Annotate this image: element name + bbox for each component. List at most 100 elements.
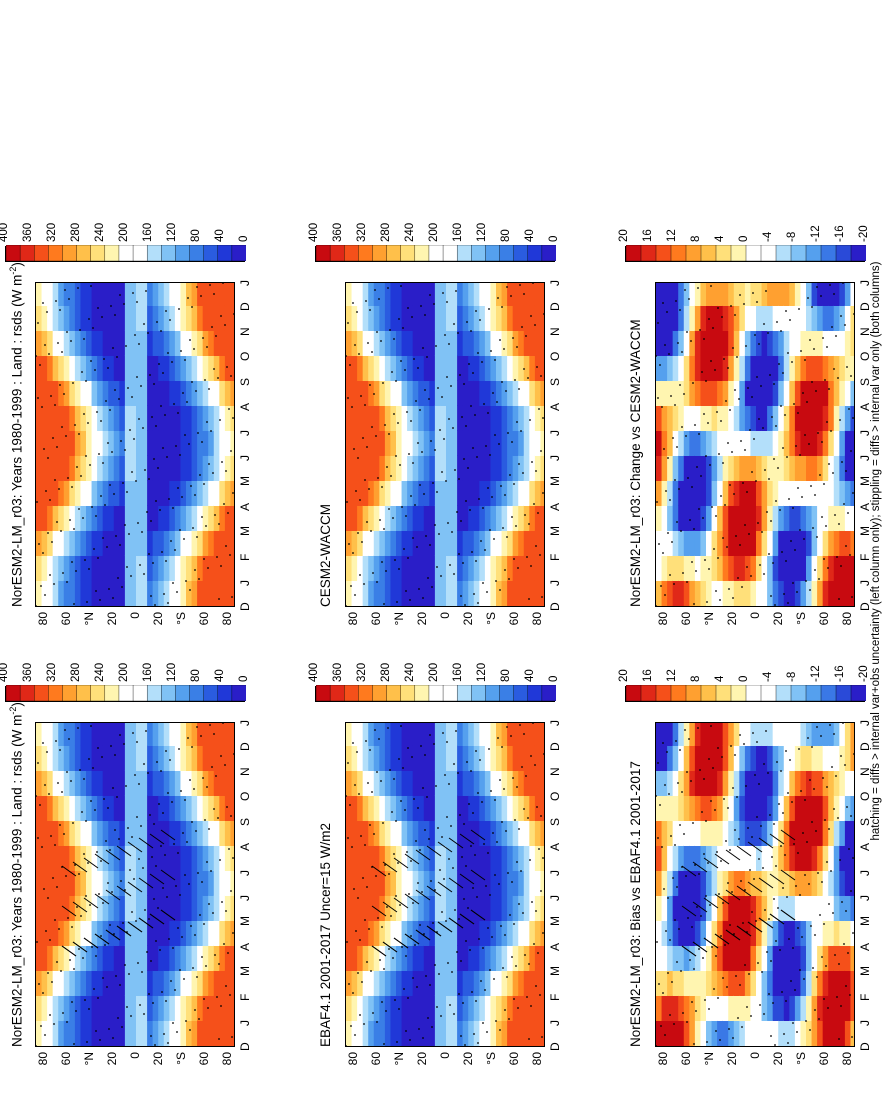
heatmap-cell [434,430,442,456]
heatmap-cell [418,380,425,406]
heatmap-cell [667,405,674,431]
heatmap-cell [728,580,735,606]
heatmap-cell [119,895,126,921]
heatmap-cell [169,430,176,456]
lat-tick-label: 60 [507,1052,521,1066]
stipple-dot [36,1045,37,1046]
heatmap-cell [351,505,358,531]
heatmap-cell [507,455,514,481]
heatmap-cell [490,1020,497,1046]
lat-tick-label: 60 [197,1052,211,1066]
heatmap-cell [219,405,226,431]
heatmap-cell [440,845,447,871]
heatmap-cell [828,405,835,431]
stipple-dot [416,986,418,988]
heatmap-cell [656,745,663,771]
heatmap-cell [501,1020,508,1046]
heatmap-cell [91,530,98,556]
heatmap-cell [772,430,779,456]
heatmap-cell [496,770,503,796]
stipple-dot [659,364,661,366]
heatmap-cell [113,380,120,406]
heatmap-cell [484,282,492,306]
stipple-dot [132,292,134,294]
stipple-dot [361,981,363,983]
stipple-dot [841,461,843,463]
stipple-dot [812,527,814,529]
heatmap-cell [468,430,475,456]
stipple-dot [171,801,173,803]
heatmap-cell [694,945,702,971]
heatmap-cell [141,845,148,871]
stipple-dot [446,301,448,303]
heatmap-cell [191,330,198,356]
heatmap-cell [108,795,115,821]
heatmap-cell [761,945,768,971]
heatmap-cell [80,530,87,556]
stipple-dot [223,943,225,945]
heatmap-cell [800,530,807,556]
heatmap-cell [844,870,852,896]
hatch-line [747,921,763,933]
stipple-dot [807,297,809,299]
stipple-dot [728,588,730,590]
stipple-dot [62,1012,64,1014]
heatmap-cell [186,455,193,481]
stipple-dot [848,408,850,410]
stipple-dot [729,484,731,486]
heatmap-cell [91,995,98,1021]
stipple-dot [225,470,227,472]
stipple-dot [463,458,465,460]
stipple-dot [745,785,747,787]
heatmap-cell [706,970,713,996]
stipple-dot [71,561,73,563]
heatmap-cell [97,430,104,456]
heatmap-cell [396,870,403,896]
hatch-line [382,901,398,913]
stipple-dot [224,764,226,766]
stipple-dot [405,515,407,517]
stipple-dot [373,833,375,835]
heatmap-cell [844,820,852,846]
colorbar-swatch [146,244,162,262]
lat-tick-label: °S [484,1052,498,1065]
heatmap-cell [828,970,835,996]
stipple-dot [208,828,210,830]
stipple-dot [84,999,86,1001]
heatmap-cell [496,580,503,606]
heatmap-cell [407,1020,414,1046]
heatmap-cell [689,555,696,581]
stipple-dot [536,366,538,368]
stipple-dot [134,334,136,336]
stipple-dot [458,918,460,920]
colorbar-tick-label: 8 [690,675,702,682]
stipple-dot [189,1029,191,1031]
heatmap-cell [351,970,358,996]
heatmap-cell [52,380,59,406]
heatmap-cell [656,305,663,331]
stipple-dot [836,556,838,558]
heatmap-cell [462,920,469,946]
heatmap-cell [202,895,209,921]
stipple-dot [394,559,396,561]
colorbar-swatch [34,244,50,262]
stipple-dot [358,353,360,355]
stipple-dot [129,429,131,431]
heatmap-cell [63,845,70,871]
heatmap-cell [844,970,852,996]
heatmap-cell [180,480,187,506]
heatmap-cell [362,895,369,921]
stipple-dot [155,865,157,867]
heatmap-cell [434,330,442,356]
stipple-dot [174,989,176,991]
stipple-dot [44,594,46,596]
heatmap-cell [362,355,369,381]
lat-tick-label: °S [484,612,498,625]
heatmap-cell [69,480,76,506]
heatmap-cell [47,530,54,556]
stipple-dot [479,759,481,761]
stipple-dot [211,326,213,328]
stipple-dot [55,740,57,742]
stipple-dot [121,1026,123,1028]
stipple-dot [767,332,769,334]
